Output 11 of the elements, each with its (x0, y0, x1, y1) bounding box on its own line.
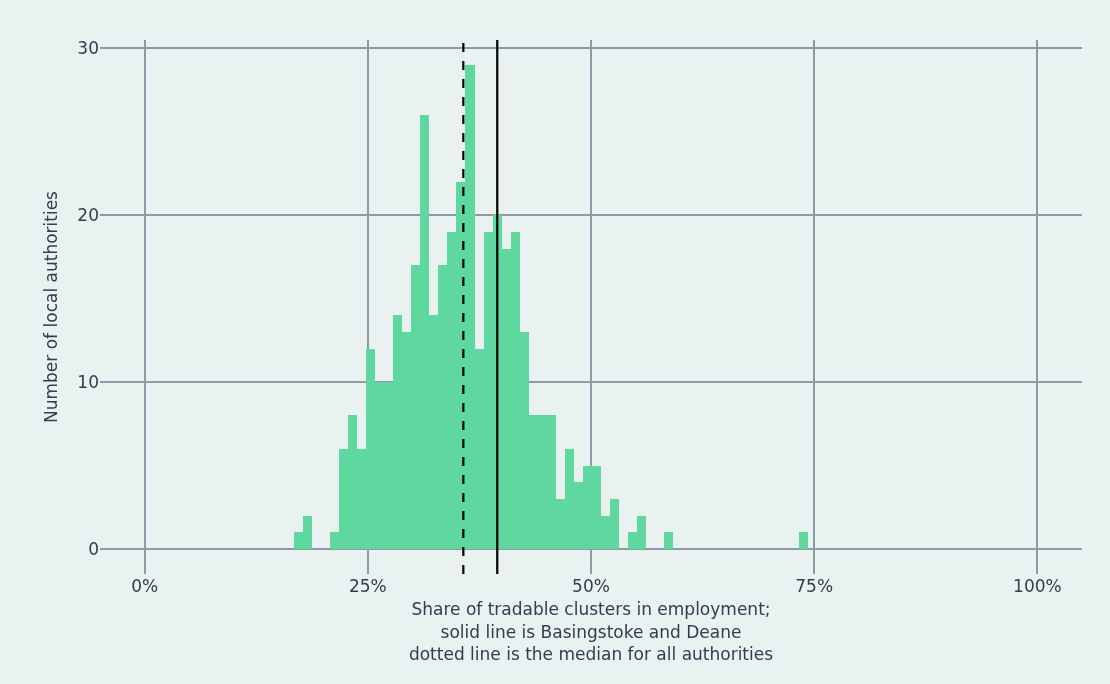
y-tick-label: 10 (77, 372, 99, 393)
y-tick-label: 30 (77, 38, 99, 59)
y-axis-title: Number of local authorities (40, 190, 61, 423)
x-tick-label: 75% (795, 576, 834, 596)
x-tick-label: 100% (1013, 576, 1062, 596)
x-tick-label: 50% (572, 576, 610, 596)
x-tick-label: 0% (131, 576, 159, 596)
x-axis-title: Share of tradable clusters in employment; solid line is Basingstoke and Deane dotted line is the median for all authorities (408, 599, 774, 664)
y-tick-label: 0 (88, 538, 99, 559)
x-tick-label: 25% (348, 576, 387, 596)
y-tick-label: 20 (77, 205, 99, 226)
